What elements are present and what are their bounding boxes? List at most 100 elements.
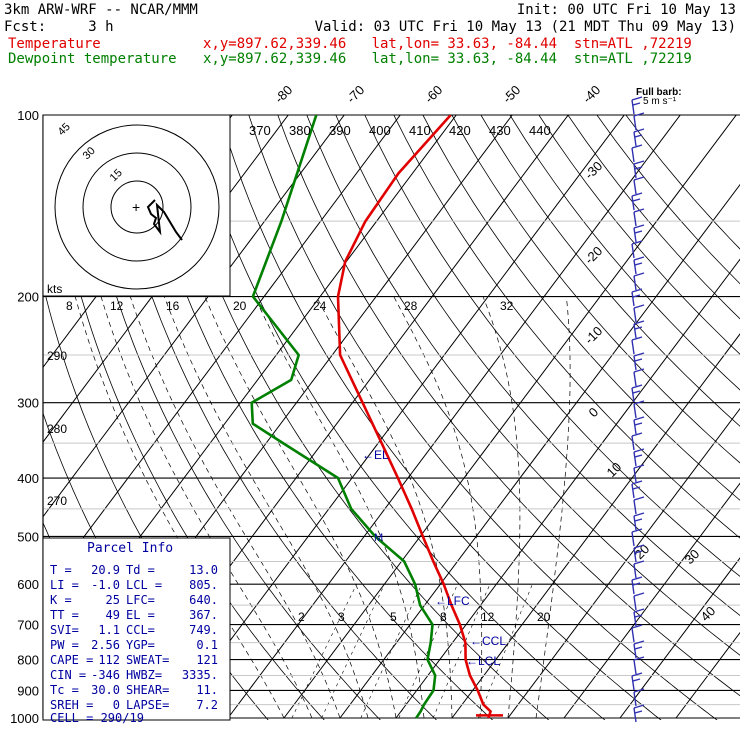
hodograph-ring (54, 124, 220, 290)
isotherm-label: -70 (344, 82, 368, 106)
parcel-info-cell: HWBZ= (126, 668, 162, 682)
isotherm-label: -80 (272, 82, 296, 106)
parcel-info-cell: LAPSE= (126, 698, 169, 712)
temperature-axis-label: 16 (166, 299, 180, 313)
parcel-info-cell: 20.9 (91, 563, 120, 577)
temperature-axis-label: 20 (233, 299, 247, 313)
isotherm-line (0, 115, 8, 718)
lfc-marker-label: LFC (447, 594, 470, 608)
wind-barb (633, 128, 645, 147)
parcel-info-cell: 121 (196, 653, 218, 667)
init-time: Init: 00 UTC Fri 10 May 13 (516, 2, 736, 18)
pressure-label: 600 (17, 577, 39, 592)
wind-barb (633, 160, 645, 179)
parcel-info-cell: CCL= (126, 623, 155, 637)
parcel-info-cell: SREH = (50, 698, 93, 712)
parcel-info-box: Parcel Info T = 20.9 Td = 13.0 LI = -1.0 LCL =… (42, 537, 231, 725)
arrow-icon: ← (362, 448, 374, 462)
theta-label: 400 (369, 123, 391, 138)
isotherm-line (283, 115, 737, 719)
wind-barb (631, 288, 643, 307)
pressure-label: 100 (17, 108, 39, 123)
isotherm-line (507, 407, 740, 719)
isotherm-line (563, 482, 740, 719)
theta-label: 430 (489, 123, 511, 138)
isotherm-line (227, 115, 681, 719)
dewpoint-legend-label: Dewpoint temperature (8, 51, 177, 67)
theta-side-label: 270 (47, 494, 67, 508)
dry-adiabat-line (335, 115, 740, 616)
hodograph-kts-label: kts (47, 282, 62, 296)
wind-barb (631, 528, 643, 547)
temperature-axis-label: 12 (110, 299, 124, 313)
dry-adiabat-line (277, 115, 740, 697)
parcel-info-cell: 49 (106, 608, 120, 622)
parcel-info-cell: Tc = (50, 683, 79, 697)
moist-adiabat-line (254, 296, 425, 719)
theta-label: 440 (529, 123, 551, 138)
parcel-info-cell: SVI= (50, 623, 79, 637)
temperature-axis-label: 8 (66, 299, 73, 313)
isotherm-label: -60 (422, 82, 446, 106)
wind-barb (631, 576, 643, 595)
arrow-icon: ← (470, 634, 482, 648)
hodograph-ring (82, 152, 192, 262)
wind-barb (633, 416, 645, 435)
temperature-profile (336, 115, 492, 719)
dry-adiabat-line (567, 115, 740, 320)
moist-adiabat-line (316, 296, 453, 718)
wind-barb (631, 384, 643, 403)
dry-adiabat-line (451, 115, 740, 464)
parcel-info-cell: LI = (50, 578, 79, 592)
mixing-ratio-label: 3 (338, 610, 345, 624)
parcel-info-cell: 7.2 (196, 698, 218, 712)
wind-barb (633, 656, 645, 675)
parcel-info-cell: 25 (106, 593, 120, 607)
wind-barb (633, 704, 645, 723)
wind-barb (633, 544, 645, 563)
hodograph-trace (146, 199, 183, 241)
parcel-info-cell: PW = (50, 638, 79, 652)
dry-adiabat-line (248, 115, 718, 720)
wind-barb (633, 304, 645, 323)
theta-label: 370 (249, 123, 271, 138)
pressure-label: 400 (17, 471, 39, 486)
isotherm-line (339, 183, 740, 719)
wind-barb (631, 240, 643, 259)
isotherm-line (43, 115, 345, 518)
wind-barb (633, 448, 645, 467)
wind-barb (633, 320, 645, 339)
ccl-marker-label: CCL (482, 634, 506, 648)
mixing-ratio-label: 20 (537, 610, 551, 624)
parcel-info-title: Parcel Info (87, 541, 173, 556)
parcel-info-cell: 0.1 (196, 638, 218, 652)
wind-barb (631, 672, 643, 691)
wind-barb (633, 512, 645, 531)
parcel-info-cell: 0 (113, 698, 120, 712)
wind-barb (631, 336, 643, 355)
wind-barb (633, 464, 645, 483)
temperature-legend-label: Temperature (8, 36, 101, 52)
parcel-info-cell: LCL = (126, 578, 162, 592)
hodograph-ring (110, 180, 164, 234)
parcel-info-cell: 112 (98, 653, 120, 667)
mixing-ratio-label: 2 (298, 610, 305, 624)
wind-barb (633, 688, 645, 707)
wind-barb (633, 112, 645, 131)
theta-label: 410 (409, 123, 431, 138)
dry-adiabat-line (364, 115, 740, 577)
lfc-marker: ←LFC (435, 594, 470, 608)
parcel-info-cell: 2.56 (91, 638, 120, 652)
dry-adiabat-line (509, 115, 740, 391)
parcel-info-cell: 13.0 (189, 563, 218, 577)
arrow-icon: ← (466, 654, 478, 668)
isotherm-label: -40 (580, 82, 604, 106)
temperature-axis-label: 28 (404, 299, 418, 313)
isotherm-label: -20 (582, 243, 606, 267)
parcel-info-cell: 11. (196, 683, 218, 697)
theta-side-label: 290 (47, 349, 67, 363)
wind-key-units: 5 m s⁻¹ (643, 96, 677, 107)
theta-label: 390 (329, 123, 351, 138)
parcel-info-cell: SWEAT= (126, 653, 169, 667)
